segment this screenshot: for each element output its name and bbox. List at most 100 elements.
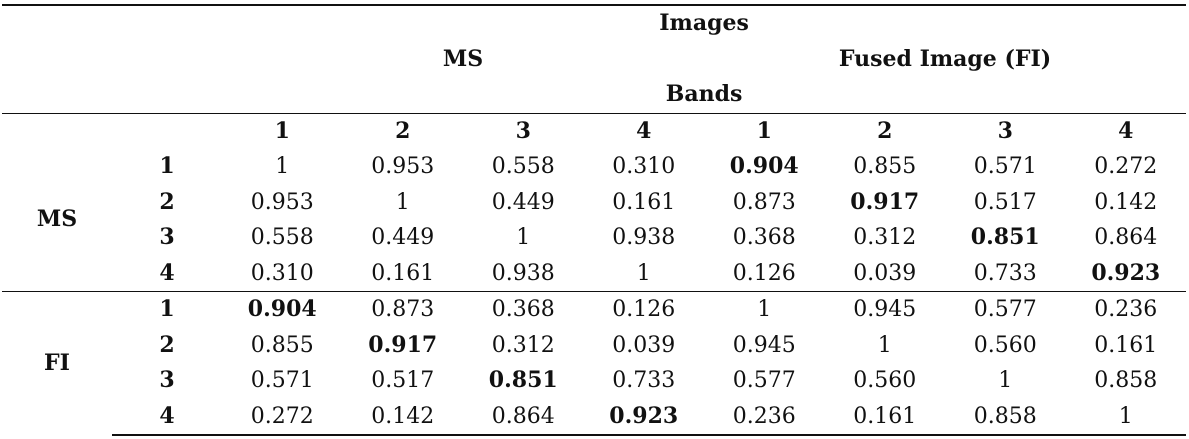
correlation-cell: 0.558 (250, 225, 314, 250)
correlation-cell: 0.917 (368, 331, 438, 358)
band-label: 4 (1065, 112, 1187, 149)
correlation-cell: 0.571 (250, 368, 314, 393)
row-band-label: 1 (159, 153, 175, 179)
images-header: Images (222, 4, 1187, 42)
correlation-cell: 1 (516, 225, 531, 250)
correlation-cell: 0.161 (371, 260, 435, 286)
table-row: FI 1 0.904 0.873 0.368 0.126 1 0.945 0.577 0.236 (2, 291, 1187, 435)
table-row: MS 1 1 0.953 0.558 0.310 0.904 0.855 0.571 0.272 (2, 149, 1186, 232)
correlation-cell: 0.851 (970, 224, 1040, 250)
fi-header: Fused Image (FI) (838, 45, 1052, 72)
correlation-cell: 0.864 (1094, 225, 1158, 250)
row-band-label: 1 (112, 291, 222, 328)
table-row: 4 0.310 0.161 0.938 1 0.126 0.039 0.733 0.923 (2, 256, 1186, 292)
correlation-cell: 0.312 (491, 332, 555, 358)
correlation-cell: 1 (998, 368, 1013, 393)
correlation-cell: 1 (877, 332, 892, 358)
correlation-cell: 0.577 (732, 368, 796, 393)
table-row: 2 0.953 1 0.449 0.161 0.873 0.917 0.517 0.142 (2, 185, 1186, 221)
correlation-cell: 0.161 (1094, 332, 1158, 358)
correlation-cell: 0.873 (342, 291, 463, 328)
correlation-cell: 0.855 (250, 332, 314, 358)
table-row: 3 0.558 0.449 1 0.938 0.368 0.312 0.851 0.864 (2, 220, 1186, 256)
correlation-cell: 0.310 (250, 260, 314, 286)
correlation-cell: 0.938 (612, 225, 676, 250)
correlation-cell: 0.517 (973, 189, 1037, 215)
correlation-cell: 0.517 (371, 368, 435, 393)
correlation-cell: 0.272 (1094, 154, 1158, 179)
header-row-band-numbers: 1 2 3 4 1 2 3 4 (2, 112, 1187, 149)
row-band-label: 4 (112, 398, 222, 436)
band-label: 4 (583, 112, 704, 149)
correlation-cell: 0.571 (973, 154, 1037, 179)
correlation-cell: 0.272 (222, 398, 343, 436)
correlation-cell: 0.560 (973, 332, 1037, 358)
correlation-cell: 0.938 (491, 260, 555, 286)
correlation-cell: 0.039 (612, 332, 676, 358)
correlation-cell: 1 (636, 260, 651, 286)
table-row: 2 0.855 0.917 0.312 0.039 0.945 1 0.560 0.161 (2, 328, 1186, 364)
correlation-cell: 0.142 (342, 398, 463, 436)
correlation-cell: 0.953 (371, 154, 435, 179)
table-row: 4 0.272 0.142 0.864 0.923 0.236 0.161 0.858 1 (2, 398, 1187, 436)
correlation-cell: 0.449 (491, 189, 555, 215)
row-band-label: 3 (159, 367, 175, 393)
correlation-cell: 0.560 (853, 368, 917, 393)
correlation-cell: 1 (275, 154, 290, 179)
correlation-cell: 0.733 (612, 368, 676, 393)
correlation-cell: 0.161 (612, 189, 676, 215)
correlation-cell: 0.449 (371, 225, 435, 250)
correlation-cell: 0.923 (583, 398, 704, 436)
correlation-cell: 0.945 (732, 332, 796, 358)
band-label: 2 (342, 112, 463, 149)
row-band-label: 4 (159, 259, 175, 286)
correlation-cell: 0.851 (488, 367, 558, 393)
correlation-cell: 0.858 (945, 398, 1066, 436)
correlation-cell: 1 (704, 291, 825, 328)
correlation-cell: 0.039 (853, 260, 917, 286)
correlation-cell: 0.310 (612, 154, 676, 179)
header-row-image-types: MS Fused Image (FI) (2, 42, 1186, 78)
correlation-cell: 0.312 (853, 225, 917, 250)
correlation-cell: 0.368 (732, 225, 796, 250)
correlation-cell: 0.577 (945, 291, 1066, 328)
header-row-bands: Bands (2, 77, 1186, 113)
row-band-label: 2 (159, 188, 175, 215)
correlation-cell: 0.864 (463, 398, 584, 436)
band-label: 2 (824, 112, 945, 149)
correlation-cell: 1 (1065, 398, 1187, 436)
correlation-cell: 0.904 (222, 291, 343, 328)
correlation-cell: 0.923 (1091, 259, 1161, 286)
correlation-cell: 0.142 (1094, 189, 1158, 215)
header-row-images: Images (2, 4, 1187, 42)
correlation-cell: 0.368 (463, 291, 584, 328)
correlation-cell: 1 (395, 189, 410, 215)
correlation-cell: 0.953 (250, 189, 314, 215)
correlation-cell: 0.161 (824, 398, 945, 436)
correlation-cell: 0.917 (850, 188, 920, 215)
correlation-cell: 0.126 (732, 260, 796, 286)
ms-header: MS (442, 45, 484, 72)
correlation-table: Images MS Fused Image (FI) Bands 1 2 3 4… (2, 4, 1187, 436)
band-label: 3 (463, 112, 584, 149)
row-band-label: 3 (159, 224, 175, 250)
correlation-cell: 0.236 (704, 398, 825, 436)
correlation-cell: 0.558 (491, 154, 555, 179)
band-label: 1 (704, 112, 825, 149)
group-label: FI (2, 291, 112, 435)
band-label: 3 (945, 112, 1066, 149)
table-row: 3 0.571 0.517 0.851 0.733 0.577 0.560 1 0.858 (2, 363, 1186, 399)
correlation-cell: 0.733 (973, 260, 1037, 286)
band-label: 1 (222, 112, 343, 149)
correlation-cell: 0.904 (729, 153, 799, 179)
correlation-cell: 0.945 (824, 291, 945, 328)
correlation-cell: 0.855 (853, 154, 917, 179)
correlation-cell: 0.126 (583, 291, 704, 328)
correlation-cell: 0.858 (1094, 368, 1158, 393)
correlation-cell: 0.236 (1065, 291, 1187, 328)
row-band-label: 2 (159, 331, 175, 358)
group-label: MS (36, 206, 78, 233)
bands-header: Bands (665, 81, 743, 107)
correlation-cell: 0.873 (732, 189, 796, 215)
